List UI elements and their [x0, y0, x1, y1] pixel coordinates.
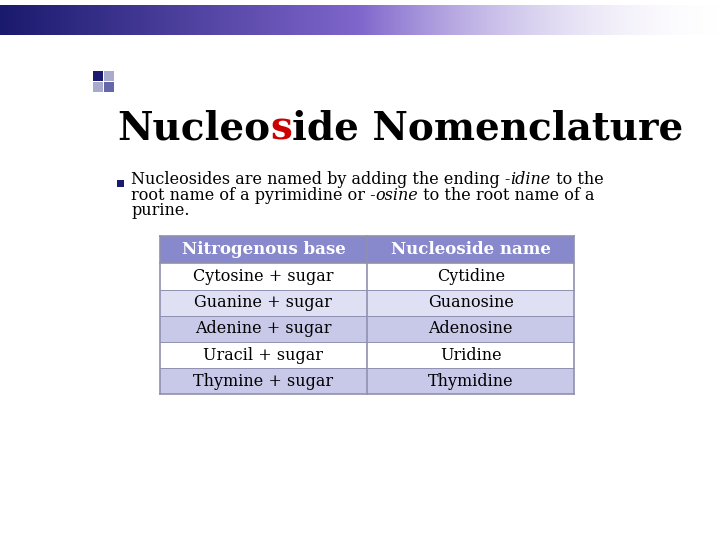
Text: Uracil + sugar: Uracil + sugar [204, 347, 323, 363]
Text: Cytosine + sugar: Cytosine + sugar [193, 268, 333, 285]
Text: s: s [270, 110, 292, 147]
Text: Thymine + sugar: Thymine + sugar [194, 373, 333, 390]
FancyBboxPatch shape [117, 180, 124, 187]
FancyBboxPatch shape [160, 264, 575, 289]
Text: to the: to the [551, 171, 603, 188]
Text: to the root name of a: to the root name of a [418, 186, 595, 204]
Text: Nucleo: Nucleo [117, 110, 270, 147]
FancyBboxPatch shape [160, 316, 575, 342]
FancyBboxPatch shape [160, 342, 575, 368]
Text: Nucleoside name: Nucleoside name [391, 241, 551, 258]
Text: osine: osine [376, 186, 418, 204]
FancyBboxPatch shape [93, 82, 103, 92]
Text: Cytidine: Cytidine [436, 268, 505, 285]
Text: root name of a pyrimidine or -: root name of a pyrimidine or - [131, 186, 376, 204]
Text: Nucleosides are named by adding the ending -: Nucleosides are named by adding the endi… [131, 171, 510, 188]
Text: Guanosine: Guanosine [428, 294, 513, 311]
Text: Uridine: Uridine [440, 347, 502, 363]
Text: purine.: purine. [131, 202, 189, 219]
FancyBboxPatch shape [93, 71, 103, 81]
FancyBboxPatch shape [104, 71, 114, 81]
FancyBboxPatch shape [160, 236, 575, 264]
FancyBboxPatch shape [160, 289, 575, 316]
Text: Guanine + sugar: Guanine + sugar [194, 294, 333, 311]
FancyBboxPatch shape [104, 82, 114, 92]
Text: Adenine + sugar: Adenine + sugar [195, 320, 332, 338]
Text: idine: idine [510, 171, 551, 188]
Text: Adenosine: Adenosine [428, 320, 513, 338]
Text: ide Nomenclature: ide Nomenclature [292, 110, 683, 147]
Text: Thymidine: Thymidine [428, 373, 513, 390]
Text: Nitrogenous base: Nitrogenous base [181, 241, 346, 258]
FancyBboxPatch shape [160, 368, 575, 394]
